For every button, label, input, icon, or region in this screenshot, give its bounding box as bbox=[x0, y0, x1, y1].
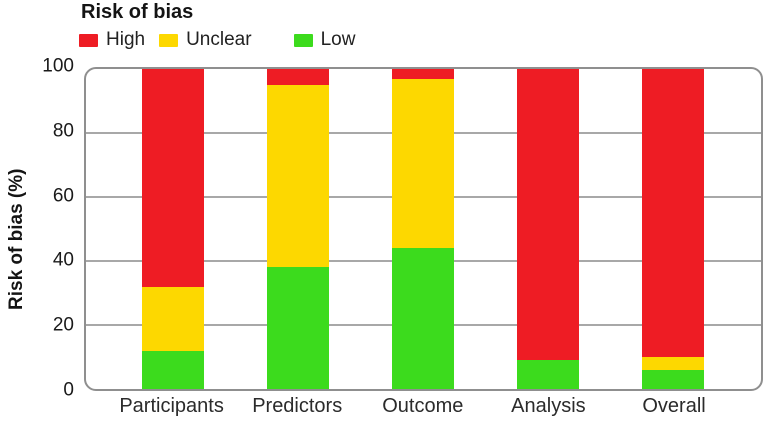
bar-segment-outcome-high bbox=[391, 69, 454, 79]
bar-segment-overall-high bbox=[641, 69, 704, 358]
chart-title: Risk of bias bbox=[81, 1, 194, 23]
bar-segment-analysis-high bbox=[516, 69, 579, 361]
bar-segment-participants-high bbox=[142, 69, 205, 287]
legend-swatch-unclear bbox=[159, 33, 179, 47]
legend-item-high: High bbox=[79, 29, 145, 51]
legend-swatch-high bbox=[79, 33, 98, 47]
y-tick-0: 0 bbox=[63, 379, 74, 401]
y-tick-100: 100 bbox=[42, 55, 74, 77]
legend-swatch-low bbox=[293, 33, 313, 47]
bar-segment-overall-low bbox=[641, 369, 704, 389]
bar-analysis bbox=[516, 69, 579, 389]
y-tick-60: 60 bbox=[52, 185, 74, 207]
legend-item-low: Low bbox=[293, 29, 356, 51]
bar-outcome bbox=[391, 69, 454, 389]
legend-label-unclear: Unclear bbox=[186, 29, 252, 50]
legend: High Unclear Low bbox=[79, 29, 355, 51]
x-label-overall: Overall bbox=[642, 395, 706, 417]
bar-segment-analysis-low bbox=[516, 360, 579, 389]
bar-segment-outcome-low bbox=[391, 248, 454, 389]
bar-predictors bbox=[266, 69, 329, 389]
bar-segment-outcome-unclear bbox=[391, 78, 454, 249]
bar-segment-predictors-unclear bbox=[266, 85, 329, 268]
bar-segment-participants-low bbox=[142, 350, 205, 389]
legend-label-low: Low bbox=[320, 29, 356, 50]
x-label-outcome: Outcome bbox=[382, 395, 464, 417]
bar-participants bbox=[142, 69, 205, 389]
legend-label-high: High bbox=[106, 29, 146, 50]
y-tick-80: 80 bbox=[52, 120, 74, 142]
bar-segment-predictors-high bbox=[266, 69, 329, 86]
bar-segment-participants-unclear bbox=[142, 286, 205, 351]
legend-item-unclear: Unclear bbox=[159, 29, 252, 51]
plot-area bbox=[84, 67, 763, 391]
y-tick-40: 40 bbox=[52, 249, 74, 271]
x-axis-labels: Participants Predictors Outcome Analysis Ove… bbox=[84, 395, 763, 423]
bar-segment-predictors-low bbox=[266, 267, 329, 389]
bar-segment-overall-unclear bbox=[641, 357, 704, 370]
bar-overall bbox=[641, 69, 704, 389]
x-label-analysis: Analysis bbox=[511, 395, 586, 417]
y-tick-20: 20 bbox=[52, 314, 74, 336]
x-label-participants: Participants bbox=[119, 395, 224, 417]
x-label-predictors: Predictors bbox=[252, 395, 343, 417]
y-axis-ticks: 0 20 40 60 80 100 bbox=[0, 56, 74, 401]
